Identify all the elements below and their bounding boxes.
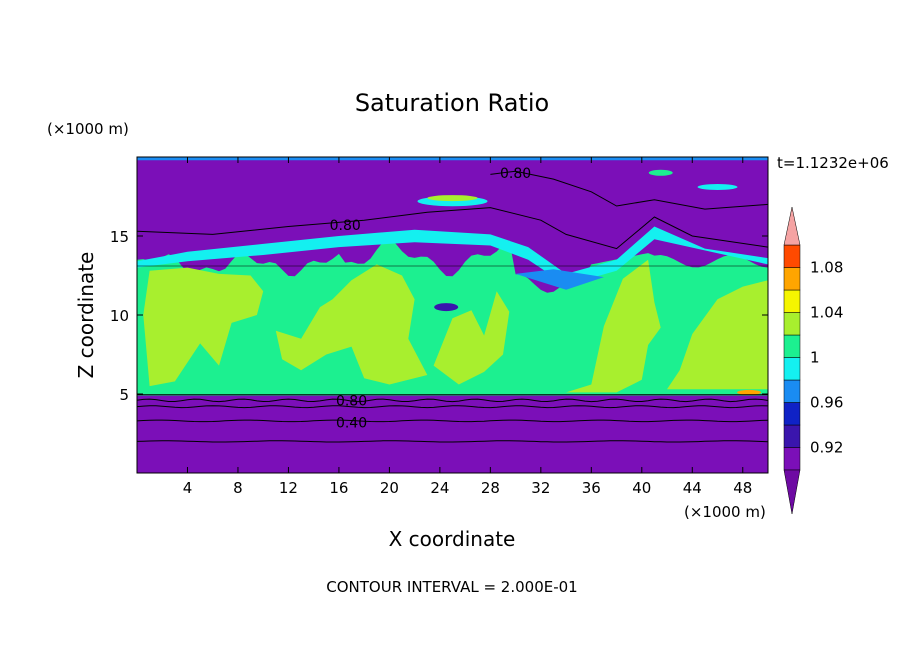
colorbar-bin [783,447,801,471]
x-tick-label: 48 [733,479,752,497]
supersaturated-patch [566,259,661,393]
colorbar-bin [783,424,801,448]
y-tick-label: 5 [119,386,129,404]
contour-label: 0.40 [336,415,367,431]
y-tick-label: 10 [110,307,129,325]
supersaturated-patch [667,280,768,390]
y-tick-label: 15 [110,228,129,246]
colorbar-above-arrow [783,206,801,246]
cloud-core [427,195,478,202]
x-tick-label: 24 [430,479,449,497]
x-axis-ticks: 4 8 12 16 20 24 28 32 36 40 44 48 [183,157,752,497]
x-tick-label: 12 [279,479,298,497]
supersaturated-patch [275,264,428,385]
time-label: t=1.1232e+06 [777,154,889,172]
contour-labels: 0.80 0.80 0.80 0.40 [330,166,532,432]
contour-line-0.40 [137,419,768,423]
contour-line-0.80 [137,398,768,403]
x-tick-label: 44 [683,479,702,497]
colorbar-below-arrow [783,469,801,515]
cloud-patch [697,184,738,191]
contour-line [490,170,768,210]
contour-lines [137,170,768,443]
upper-cyan-rim [137,226,768,285]
x-tick-label: 28 [481,479,500,497]
contour-field [137,157,768,473]
colorbar-bin [783,289,801,313]
colorbar-bin [783,244,801,268]
x-axis-label: X coordinate [389,527,516,551]
colorbar-label: 0.92 [810,439,843,457]
x-tick-label: 8 [233,479,243,497]
contour-interval-note: CONTOUR INTERVAL = 2.000E-01 [326,578,577,596]
colorbar-bin [783,402,801,426]
supersaturated-patch [433,291,510,385]
x-tick-label: 32 [531,479,550,497]
x-unit-label: (×1000 m) [684,503,766,521]
chart-title: Saturation Ratio [355,89,549,117]
colorbar-bin [783,312,801,336]
colorbar-bin [783,357,801,381]
colorbar-label: 1.08 [810,259,843,277]
top-strip [137,157,768,161]
x-tick-label: 20 [380,479,399,497]
colorbar-label: 1 [810,349,820,367]
contour-line [137,440,768,443]
x-tick-label: 4 [183,479,193,497]
y-unit-label: (×1000 m) [47,120,129,138]
contour-line-0.80-upper [137,207,768,250]
supersaturated-patch [143,267,264,387]
contour-label: 0.80 [500,166,531,182]
x-tick-label: 36 [582,479,601,497]
y-axis-label: Z coordinate [74,252,98,379]
y-axis-ticks: 5 10 15 [110,228,768,404]
colorbar: 0.92 0.96 1 1.04 1.08 [783,206,843,515]
colorbar-bin [783,379,801,403]
x-tick-label: 40 [632,479,651,497]
colorbar-bin [783,267,801,291]
contour-label: 0.80 [330,218,361,234]
cloud-patch [648,169,673,176]
x-tick-label: 16 [329,479,348,497]
colorbar-label: 1.04 [810,304,843,322]
blue-pocket [515,269,604,290]
high-patch [737,389,762,395]
contour-line [137,405,768,409]
contour-label: 0.80 [336,393,367,409]
dry-pocket [434,303,459,312]
colorbar-bin [783,334,801,358]
colorbar-label: 0.96 [810,394,843,412]
